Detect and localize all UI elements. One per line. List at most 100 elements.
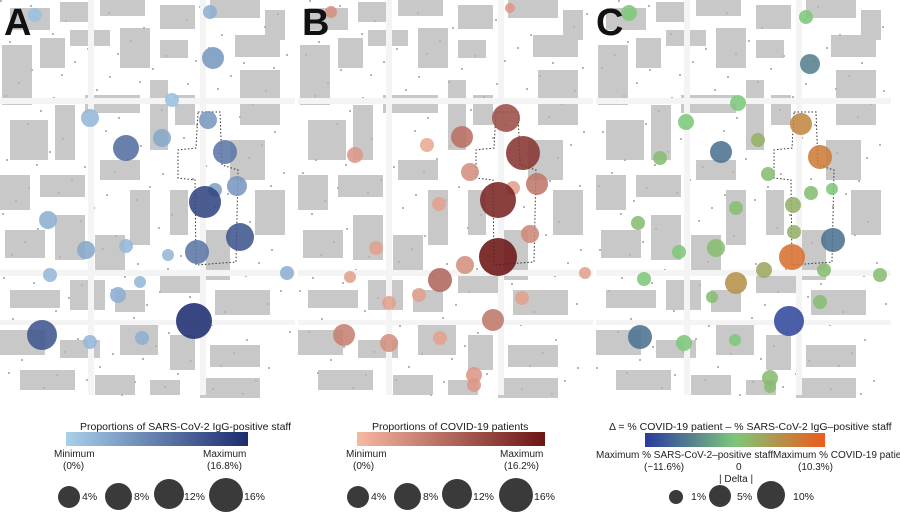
map-speckle: [149, 186, 151, 188]
map-speckle: [539, 75, 541, 77]
map-speckle: [883, 90, 885, 92]
map-speckle: [455, 304, 457, 306]
size-circle-b-2: [394, 483, 421, 510]
building-block: [240, 70, 280, 125]
patient-bubble: [467, 378, 481, 392]
map-speckle: [617, 331, 619, 333]
map-speckle: [309, 0, 311, 2]
map-speckle: [658, 110, 660, 112]
map-speckle: [109, 76, 111, 78]
staff-bubble: [165, 93, 179, 107]
map-speckle: [451, 358, 453, 360]
map-speckle: [133, 317, 135, 319]
size-circle-a-2: [105, 483, 132, 510]
street: [596, 320, 891, 325]
map-speckle: [248, 157, 250, 159]
map-speckle: [611, 172, 613, 174]
staff-bubble: [119, 239, 133, 253]
map-speckle: [652, 346, 654, 348]
map-speckle: [233, 352, 235, 354]
map-speckle: [621, 277, 623, 279]
center-sub-c: | Delta |: [719, 474, 754, 485]
building-block: [100, 160, 140, 180]
map-speckle: [448, 81, 450, 83]
map-speckle: [255, 380, 257, 382]
building-block: [170, 335, 195, 370]
map-speckle: [330, 359, 332, 361]
building-block: [596, 175, 626, 210]
panel-letter-a: A: [4, 2, 32, 44]
right-value-c: (10.3%): [798, 462, 834, 473]
building-block: [308, 120, 346, 160]
map-speckle: [835, 88, 837, 90]
map-speckle: [77, 338, 79, 340]
building-block: [696, 0, 741, 16]
building-block: [393, 375, 433, 395]
delta-bubble: [785, 197, 801, 213]
map-speckle: [567, 262, 569, 264]
map-speckle: [280, 290, 282, 292]
map-speckle: [140, 145, 142, 147]
map-speckle: [679, 74, 681, 76]
delta-bubble: [799, 10, 813, 24]
map-speckle: [299, 290, 301, 292]
patient-bubble: [451, 126, 473, 148]
delta-bubble: [817, 263, 831, 277]
map-speckle: [421, 353, 423, 355]
map-speckle: [430, 394, 432, 396]
delta-bubble: [631, 216, 645, 230]
min-value-a: (0%): [63, 461, 85, 472]
map-speckle: [267, 303, 269, 305]
map-speckle: [826, 47, 828, 49]
map-speckle: [189, 296, 191, 298]
patient-bubble: [428, 268, 452, 292]
size-circle-c-3: [757, 481, 785, 509]
building-block: [716, 28, 746, 68]
map-speckle: [349, 110, 351, 112]
building-block: [691, 375, 731, 395]
gradient-bar-b: [357, 432, 545, 446]
building-block: [601, 230, 641, 258]
map-speckle: [692, 61, 694, 63]
map-speckle: [118, 117, 120, 119]
map-speckle: [583, 131, 585, 133]
map-speckle: [227, 193, 229, 195]
patient-bubble: [344, 271, 356, 283]
map-speckle: [27, 123, 29, 125]
map-speckle: [74, 61, 76, 63]
map-speckle: [839, 34, 841, 36]
map-speckle: [142, 358, 144, 360]
building-block: [651, 105, 671, 160]
map-speckle: [108, 12, 110, 14]
map-speckle: [452, 27, 454, 29]
building-block: [836, 70, 876, 125]
delta-bubble: [637, 272, 651, 286]
map-speckle: [602, 131, 604, 133]
building-block: [160, 275, 200, 293]
map-speckle: [777, 291, 779, 293]
map-speckle: [810, 178, 812, 180]
patient-bubble: [369, 241, 383, 255]
map-speckle: [711, 207, 713, 209]
map-speckle: [115, 235, 117, 237]
building-block: [636, 175, 681, 197]
map-speckle: [342, 282, 344, 284]
building-block: [265, 10, 285, 40]
max-label-a: Maximum: [203, 449, 247, 460]
building-block: [160, 5, 195, 29]
building-block: [95, 375, 135, 395]
building-block: [100, 0, 145, 16]
building-block: [458, 275, 498, 293]
map-speckle: [735, 53, 737, 55]
map-speckle: [858, 180, 860, 182]
map-speckle: [836, 152, 838, 154]
map-speckle: [62, 138, 64, 140]
map-speckle: [574, 90, 576, 92]
street: [684, 0, 690, 395]
map-speckle: [324, 200, 326, 202]
map-speckle: [732, 171, 734, 173]
street: [386, 0, 392, 395]
map-speckle: [162, 173, 164, 175]
map-speckle: [752, 381, 754, 383]
map-speckle: [492, 137, 494, 139]
